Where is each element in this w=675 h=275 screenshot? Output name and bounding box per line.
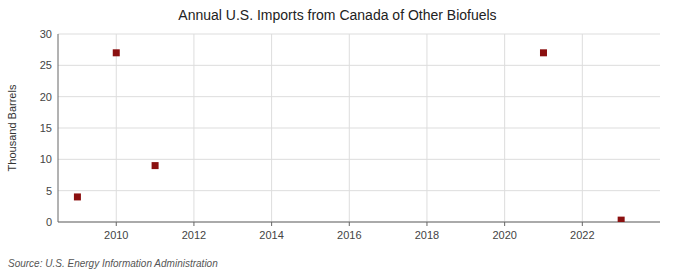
- x-grid-line: [582, 34, 583, 222]
- y-tick-label: 5: [46, 185, 52, 197]
- x-tick-mark: [116, 222, 117, 226]
- x-tick-label: 2016: [337, 229, 361, 241]
- x-tick-mark: [193, 222, 194, 226]
- y-grid-line: [58, 65, 660, 66]
- source-note: Source: U.S. Energy Information Administ…: [8, 258, 218, 269]
- x-tick-label: 2020: [492, 229, 516, 241]
- x-tick-label: 2018: [415, 229, 439, 241]
- y-axis-line: [58, 34, 59, 222]
- y-axis-label: Thousand Barrels: [6, 84, 18, 171]
- y-grid-line: [58, 159, 660, 160]
- x-grid-line: [116, 34, 117, 222]
- grid: [58, 34, 660, 222]
- y-tick-label: 0: [46, 216, 52, 228]
- point: [113, 49, 120, 56]
- y-tick-label: 25: [40, 59, 52, 71]
- x-tick-mark: [426, 222, 427, 226]
- y-tick-label: 30: [40, 28, 52, 40]
- x-tick-mark: [582, 222, 583, 226]
- point: [74, 193, 81, 200]
- x-tick-mark: [504, 222, 505, 226]
- y-tick-label: 10: [40, 153, 52, 165]
- y-grid-line: [58, 34, 660, 35]
- chart: Annual U.S. Imports from Canada of Other…: [0, 0, 675, 275]
- y-grid-line: [58, 128, 660, 129]
- x-grid-line: [349, 34, 350, 222]
- y-grid-line: [58, 96, 660, 97]
- title: Annual U.S. Imports from Canada of Other…: [178, 7, 496, 23]
- x-tick-label: 2022: [570, 229, 594, 241]
- point: [540, 49, 547, 56]
- x-tick-label: 2012: [182, 229, 206, 241]
- x-grid-line: [426, 34, 427, 222]
- y-grid-line: [58, 190, 660, 191]
- points: [74, 49, 625, 222]
- x-grid-line: [271, 34, 272, 222]
- point: [152, 162, 159, 169]
- x-grid-line: [504, 34, 505, 222]
- x-axis-line: [58, 222, 660, 223]
- y-tick-label: 20: [40, 91, 52, 103]
- point: [618, 217, 625, 222]
- x-tick-label: 2010: [104, 229, 128, 241]
- x-grid-line: [193, 34, 194, 222]
- y-tick-label: 15: [40, 122, 52, 134]
- y-grid-line: [58, 222, 660, 223]
- x-tick-label: 2014: [259, 229, 283, 241]
- x-tick-mark: [271, 222, 272, 226]
- x-tick-mark: [349, 222, 350, 226]
